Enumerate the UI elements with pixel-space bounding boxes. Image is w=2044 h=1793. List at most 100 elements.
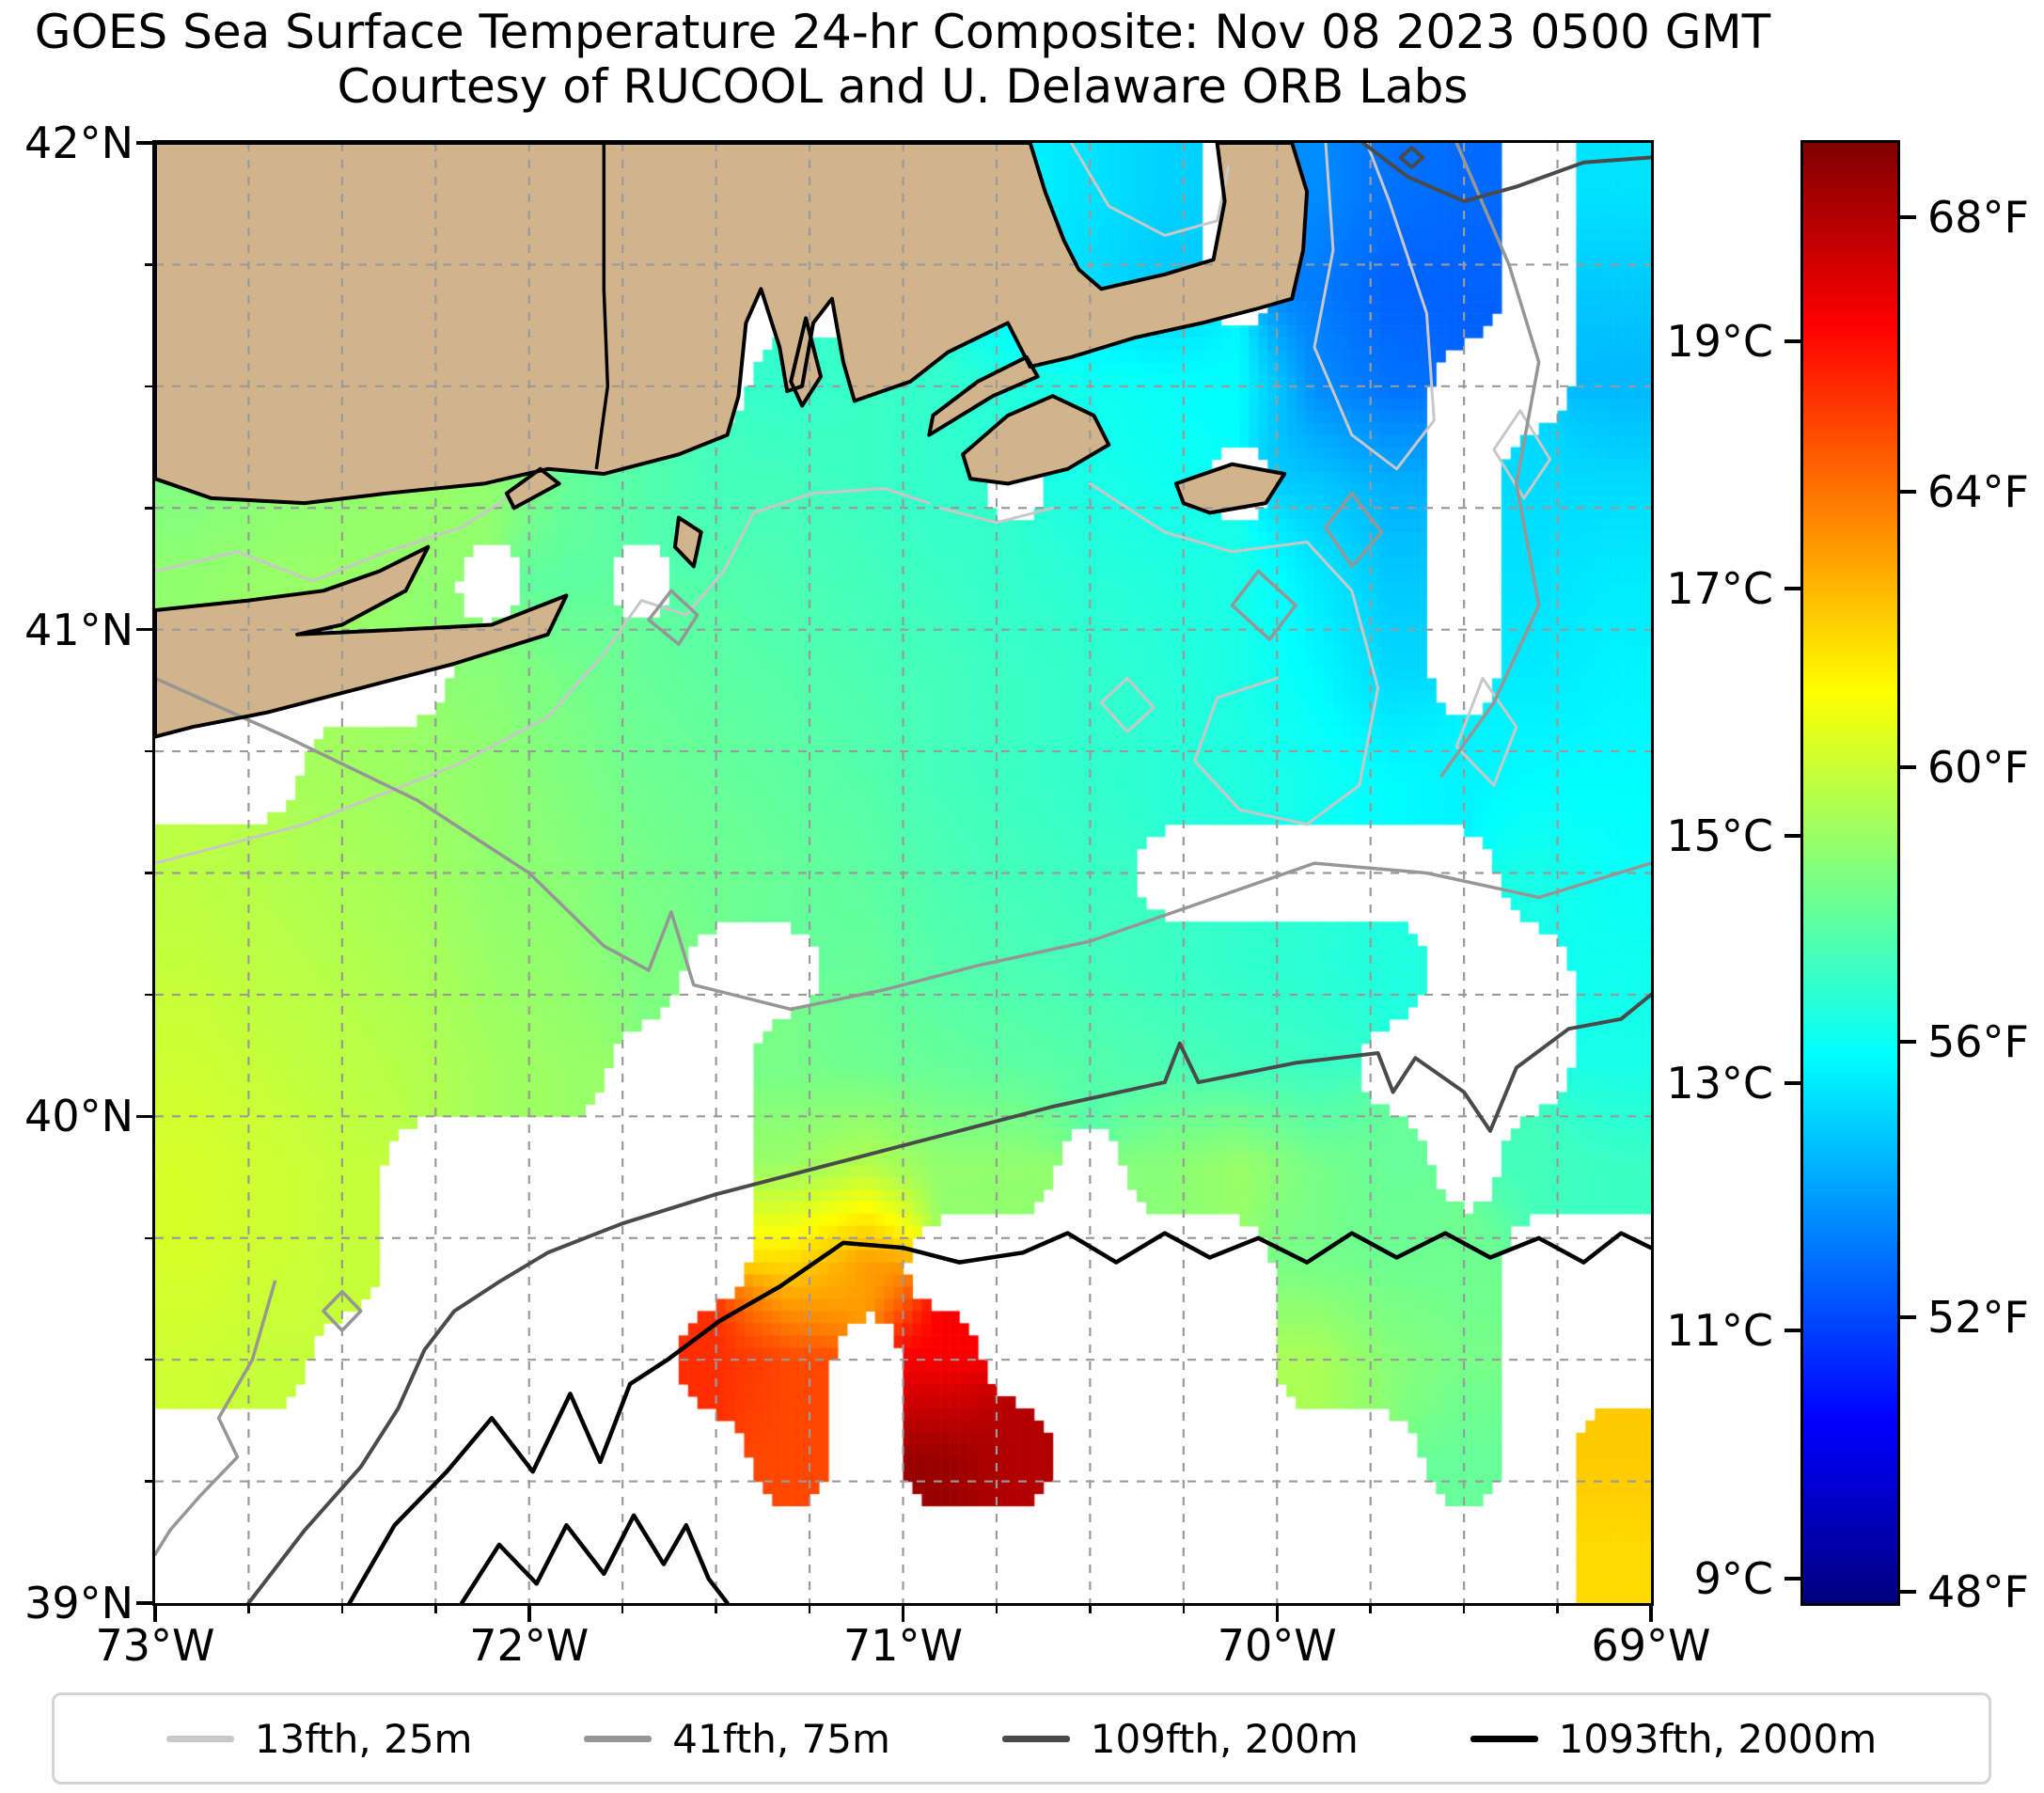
coastline xyxy=(1173,462,1287,515)
axis-tick xyxy=(145,872,155,874)
colorbar-tick xyxy=(1897,1314,1916,1319)
axis-tick xyxy=(1649,1603,1653,1622)
axis-tick xyxy=(434,1603,437,1613)
colorbar-tick xyxy=(1785,1329,1803,1333)
bathymetry-legend: 13fth, 25m 41fth, 75m 109fth, 200m 1093fth,… xyxy=(52,1692,1991,1785)
y-tick-label: 42°N xyxy=(24,118,134,168)
legend-line-swatch xyxy=(165,1735,234,1742)
legend-line-swatch xyxy=(1470,1735,1538,1742)
colorbar-celsius-label: 19°C xyxy=(1666,315,1773,367)
legend-label: 41fth, 75m xyxy=(672,1715,890,1762)
bathymetry-contour xyxy=(1088,481,1380,826)
axis-tick xyxy=(1369,1603,1372,1613)
bathymetry-contour xyxy=(938,506,1055,525)
axis-tick xyxy=(145,1480,155,1483)
axis-tick xyxy=(247,1603,250,1613)
land-polygon xyxy=(155,546,567,737)
axis-tick xyxy=(995,1603,998,1613)
coastline xyxy=(155,544,569,739)
axis-tick xyxy=(527,1603,531,1622)
land-polygon xyxy=(155,143,1308,504)
axis-tick xyxy=(136,1601,155,1605)
axis-tick xyxy=(621,1603,624,1613)
land-polygon xyxy=(963,396,1109,484)
bathymetry-contour xyxy=(1439,143,1541,778)
axis-tick xyxy=(340,1603,344,1613)
colorbar-celsius-label: 13°C xyxy=(1666,1058,1773,1109)
bathymetry-contour xyxy=(647,589,700,646)
axis-tick xyxy=(145,263,155,266)
axis-tick xyxy=(153,1603,157,1622)
bathymetry-contour xyxy=(155,496,509,583)
axis-tick xyxy=(145,993,155,997)
axis-tick xyxy=(145,507,155,510)
bathymetry-contour xyxy=(1454,676,1518,787)
chart-subtitle: Courtesy of RUCOOL and U. Delaware ORB L… xyxy=(337,59,1469,114)
colorbar-tick xyxy=(1897,490,1916,495)
legend-item: 13fth, 25m xyxy=(165,1715,473,1762)
axis-tick xyxy=(1089,1603,1092,1613)
bathymetry-contour xyxy=(1492,409,1552,500)
axis-tick xyxy=(145,1236,155,1239)
legend-item: 1093fth, 2000m xyxy=(1470,1716,1877,1762)
axis-tick xyxy=(715,1603,717,1613)
legend-item: 41fth, 75m xyxy=(584,1716,890,1762)
colorbar-tick xyxy=(1897,764,1916,769)
coastline xyxy=(789,316,823,408)
colorbar-celsius-label: 15°C xyxy=(1666,810,1773,862)
colorbar-gradient-canvas xyxy=(1803,143,1897,1603)
chart-title: GOES Sea Surface Temperature 24-hr Compo… xyxy=(34,5,1771,59)
coastline xyxy=(155,143,1310,506)
colorbar-tick xyxy=(1897,1590,1916,1595)
axis-tick xyxy=(145,1358,155,1361)
colorbar-tick xyxy=(1785,1576,1803,1581)
bathymetry-contour xyxy=(322,1289,363,1332)
colorbar-tick xyxy=(1897,1040,1916,1045)
map-overlay xyxy=(155,143,1651,1603)
x-tick-label: 73°W xyxy=(95,1620,215,1671)
colorbar-fahrenheit-label: 64°F xyxy=(1927,466,2029,518)
bathymetry-contour xyxy=(347,1231,1651,1603)
bathymetry-contour xyxy=(459,1513,730,1603)
y-tick-label: 39°N xyxy=(24,1578,134,1628)
bathymetry-contour xyxy=(1099,676,1156,733)
colorbar-fahrenheit-label: 60°F xyxy=(1927,741,2029,793)
colorbar-tick xyxy=(1785,834,1803,839)
axis-tick xyxy=(1275,1603,1279,1622)
axis-tick xyxy=(1556,1603,1559,1613)
bathymetry-contour xyxy=(1324,491,1384,569)
bathymetry-contour xyxy=(155,487,931,865)
bathymetry-contour xyxy=(1313,143,1436,471)
colorbar-celsius-label: 11°C xyxy=(1666,1305,1773,1357)
legend-line-swatch xyxy=(584,1735,653,1742)
y-tick-label: 41°N xyxy=(24,604,134,655)
coastline xyxy=(927,354,1040,437)
bathymetry-contour xyxy=(155,1280,277,1556)
colorbar-fahrenheit-label: 68°F xyxy=(1927,191,2029,243)
axis-tick xyxy=(1182,1603,1186,1613)
coastline xyxy=(961,394,1111,486)
colorbar-tick xyxy=(1785,1081,1803,1086)
bathymetry-contour xyxy=(1398,146,1425,169)
bathymetry-contour xyxy=(155,676,1651,1012)
colorbar-tick xyxy=(1785,586,1803,590)
colorbar-fahrenheit-label: 56°F xyxy=(1927,1016,2029,1068)
bathymetry-contour xyxy=(1360,143,1651,204)
x-tick-label: 69°W xyxy=(1591,1620,1711,1671)
bathymetry-contour xyxy=(1230,569,1297,641)
axis-tick xyxy=(1462,1603,1466,1613)
axis-tick xyxy=(136,627,155,632)
colorbar xyxy=(1800,140,1900,1606)
axis-tick xyxy=(808,1603,811,1613)
axis-tick xyxy=(145,749,155,753)
axis-tick xyxy=(136,1114,155,1119)
map-plot-area xyxy=(152,140,1654,1606)
legend-line-swatch xyxy=(1001,1735,1070,1742)
legend-item: 109fth, 200m xyxy=(1001,1716,1359,1762)
colorbar-fahrenheit-label: 48°F xyxy=(1927,1566,2029,1618)
axis-tick xyxy=(901,1603,905,1622)
colorbar-celsius-label: 9°C xyxy=(1693,1552,1773,1604)
colorbar-fahrenheit-label: 52°F xyxy=(1927,1291,2029,1343)
coastline xyxy=(672,515,703,569)
legend-label: 13fth, 25m xyxy=(254,1715,473,1762)
